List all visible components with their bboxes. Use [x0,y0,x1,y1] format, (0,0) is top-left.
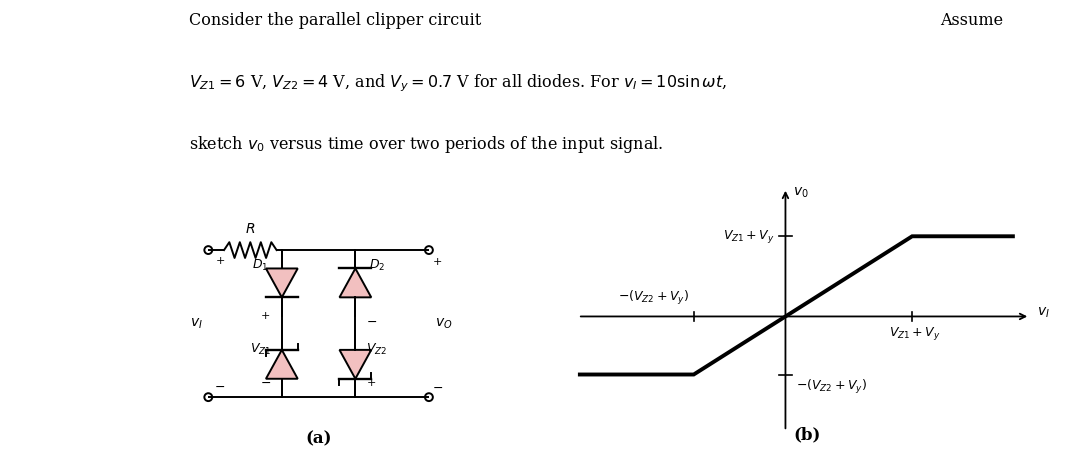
Text: (b): (b) [794,427,821,444]
Text: Consider the parallel clipper circuit: Consider the parallel clipper circuit [189,12,482,29]
Text: $-(V_{Z2}+V_y)$: $-(V_{Z2}+V_y)$ [618,289,689,307]
Text: $D_1$: $D_1$ [253,258,269,273]
Text: Assume: Assume [940,12,1002,29]
Text: $+$: $+$ [215,255,225,266]
Polygon shape [339,350,372,379]
Text: $+$: $+$ [432,257,442,267]
Text: $-(V_{Z2}+V_y)$: $-(V_{Z2}+V_y)$ [796,378,867,396]
Text: $−$: $−$ [214,380,225,393]
Text: $V_{Z1}$: $V_{Z1}$ [249,342,271,357]
Text: $+$: $+$ [260,310,270,321]
Text: $-$: $-$ [259,376,271,389]
Text: $v_I$: $v_I$ [190,317,203,331]
Text: $v_I$: $v_I$ [1037,306,1050,320]
Text: sketch $v_0$ versus time over two periods of the input signal.: sketch $v_0$ versus time over two period… [189,134,663,155]
Text: $-$: $-$ [366,315,378,327]
Polygon shape [339,268,372,297]
Text: $V_{Z1}+V_y$: $V_{Z1}+V_y$ [723,228,774,245]
Text: $V_{Z1}+V_y$: $V_{Z1}+V_y$ [889,325,941,342]
Text: $+$: $+$ [366,377,377,388]
Polygon shape [266,268,298,297]
Text: $V_{Z2}$: $V_{Z2}$ [366,342,388,357]
Text: $V_{Z1} = 6$ V, $V_{Z2} = 4$ V, and $V_y = 0.7$ V for all diodes. For $v_I = 10\: $V_{Z1} = 6$ V, $V_{Z2} = 4$ V, and $V_y… [189,73,727,94]
Text: $D_2$: $D_2$ [368,258,384,273]
Polygon shape [266,350,298,379]
Text: $v_O$: $v_O$ [435,317,453,331]
Text: (a): (a) [306,430,332,447]
Text: $v_0$: $v_0$ [793,185,809,199]
Text: $−$: $−$ [432,381,443,393]
Text: $R$: $R$ [245,222,256,235]
